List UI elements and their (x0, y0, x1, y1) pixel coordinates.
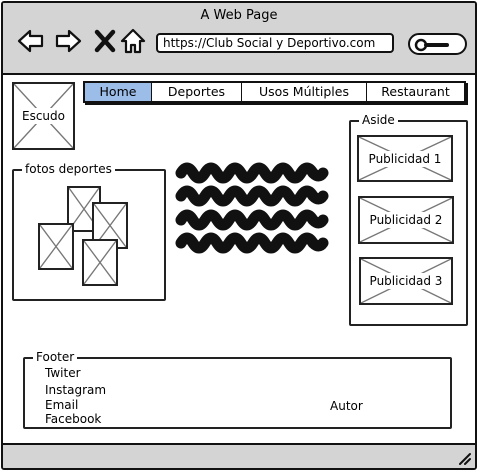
address-bar[interactable]: https://Club Social y Deportivo.com (156, 33, 394, 53)
tab-home[interactable]: Home (85, 83, 152, 101)
footer-link-twitter[interactable]: Twiter (45, 366, 81, 380)
logo-image: Escudo (12, 82, 75, 150)
tab-deportes[interactable]: Deportes (152, 83, 242, 101)
ad-banner-3[interactable]: Publicidad 3 (359, 257, 453, 305)
close-x-icon[interactable] (91, 27, 119, 55)
ad-banner-2[interactable]: Publicidad 2 (358, 196, 454, 244)
photo-thumbnail (38, 223, 74, 270)
footer-panel: Footer (23, 350, 452, 429)
main-nav-tabs: Home Deportes Usos Múltiples Restaurant (83, 81, 466, 103)
search-box[interactable] (408, 33, 467, 55)
ad-banner-1[interactable]: Publicidad 1 (357, 135, 453, 182)
forward-arrow-icon[interactable] (54, 27, 82, 55)
aside-panel: Aside (349, 113, 468, 326)
home-icon[interactable] (119, 27, 147, 55)
footer-author: Autor (330, 399, 363, 413)
footer-link-facebook[interactable]: Facebook (45, 412, 102, 426)
back-arrow-icon[interactable] (17, 27, 45, 55)
sports-photos-label: fotos deportes (22, 162, 115, 176)
footer-link-instagram[interactable]: Instagram (45, 383, 107, 397)
window-title: A Web Page (200, 8, 278, 23)
footer-link-email[interactable]: Email (45, 398, 79, 412)
aside-label: Aside (359, 113, 398, 127)
logo-label: Escudo (18, 108, 69, 124)
resize-grip-icon[interactable] (457, 451, 471, 465)
search-icon (414, 38, 449, 52)
text-placeholder-scribble (175, 162, 329, 254)
ad-banner-3-label: Publicidad 3 (365, 273, 447, 289)
footer-label: Footer (33, 350, 78, 364)
photo-thumbnail (82, 239, 118, 286)
sports-photos-group: fotos deportes (12, 162, 166, 301)
ad-banner-1-label: Publicidad 1 (364, 150, 446, 167)
browser-toolbar: A Web Page https://Club Social y Deporti… (3, 3, 475, 75)
tab-restaurant[interactable]: Restaurant (381, 84, 450, 99)
tab-usos-multiples[interactable]: Usos Múltiples (242, 83, 367, 101)
status-bar (3, 443, 475, 468)
ad-banner-2-label: Publicidad 2 (365, 212, 447, 228)
